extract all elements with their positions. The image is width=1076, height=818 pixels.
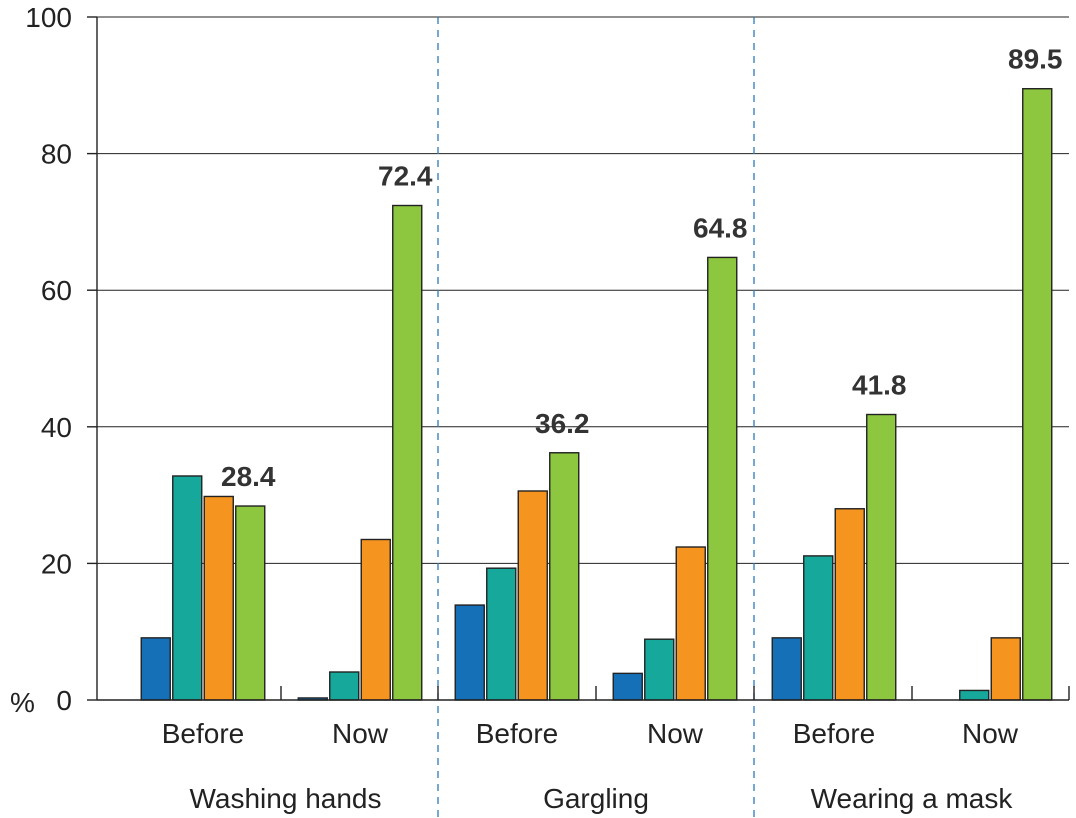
bar <box>803 555 834 701</box>
bar <box>392 204 423 701</box>
bar <box>771 637 802 701</box>
y-unit-label: % <box>10 687 35 718</box>
bars <box>140 88 1053 701</box>
bar <box>235 505 266 701</box>
group-separators <box>437 17 755 818</box>
x-category-label: Before <box>162 718 245 749</box>
labels: 0 20 40 60 80 100% 28.4 Before 72.4 Now Washing ha… <box>10 2 1063 814</box>
gridlines <box>97 16 1069 564</box>
data-label: 72.4 <box>378 161 433 192</box>
bar <box>959 689 990 701</box>
x-category-label: Now <box>962 718 1019 749</box>
bar <box>644 638 675 701</box>
bar <box>360 538 391 701</box>
bar <box>1022 88 1053 701</box>
x-category-label: Before <box>793 718 876 749</box>
x-group-label: Gargling <box>543 783 649 814</box>
bar <box>140 637 171 701</box>
y-tick-label: 20 <box>41 548 72 579</box>
data-label: 41.8 <box>852 370 907 401</box>
y-tick-label: 100 <box>25 2 72 33</box>
y-tick-label: 80 <box>41 139 72 170</box>
bar <box>675 546 706 701</box>
bar <box>172 475 203 701</box>
data-label: 89.5 <box>1008 44 1063 75</box>
axes <box>87 16 1070 701</box>
bar <box>834 508 865 701</box>
data-label: 64.8 <box>693 212 748 243</box>
x-category-label: Before <box>476 718 559 749</box>
bar <box>866 413 897 701</box>
bar <box>329 671 360 701</box>
bar <box>990 637 1021 701</box>
x-group-label: Wearing a mask <box>811 783 1014 814</box>
bar <box>612 672 643 701</box>
bar <box>203 495 234 701</box>
x-category-label: Now <box>647 718 704 749</box>
x-group-label: Washing hands <box>190 783 382 814</box>
bar <box>707 256 738 701</box>
bar <box>486 567 517 701</box>
y-tick-label: 0 <box>56 685 72 716</box>
y-tick-label: 60 <box>41 275 72 306</box>
bar <box>517 490 548 701</box>
bar <box>549 452 580 701</box>
x-category-label: Now <box>332 718 389 749</box>
bar <box>454 604 485 701</box>
data-label: 36.2 <box>535 408 590 439</box>
data-label: 28.4 <box>221 461 276 492</box>
y-tick-label: 40 <box>41 412 72 443</box>
